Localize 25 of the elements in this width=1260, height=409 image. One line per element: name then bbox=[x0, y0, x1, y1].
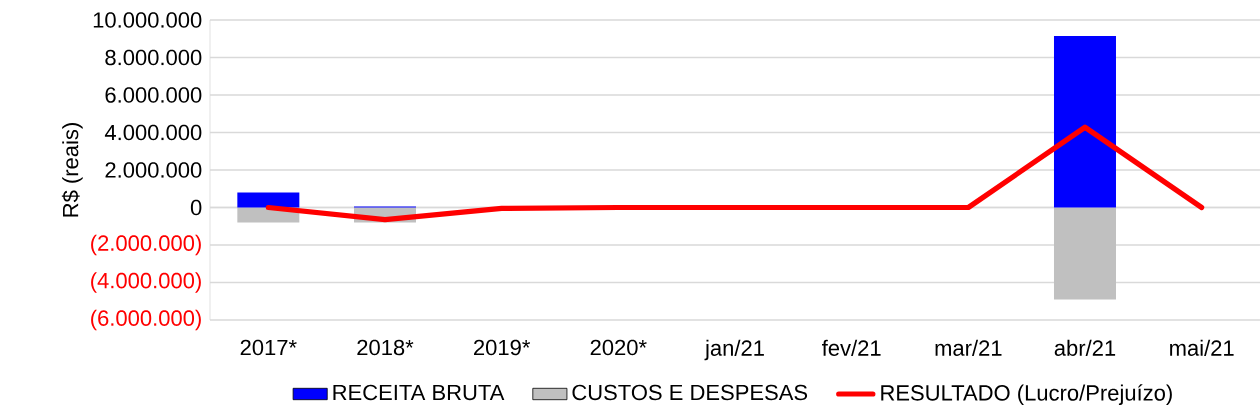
y-axis-title: R$ (reais) bbox=[61, 123, 83, 217]
y-tick-label: 0 bbox=[190, 199, 202, 216]
legend-label: CUSTOS E DESPESAS bbox=[572, 384, 808, 401]
x-tick-label: mar/21 bbox=[935, 339, 1002, 356]
y-tick-label: 10.000.000 bbox=[93, 12, 202, 28]
y-tick-label: 4.000.000 bbox=[104, 124, 202, 141]
legend-label: RESULTADO (Lucro/Prejuízo) bbox=[881, 384, 1172, 405]
x-tick-label: jan/21 bbox=[704, 339, 764, 361]
x-tick-label: fev/21 bbox=[822, 339, 881, 356]
y-tick-label: 2.000.000 bbox=[105, 162, 202, 178]
x-tick-label: 2017* bbox=[240, 339, 297, 356]
y-tick-label: (4.000.000) bbox=[91, 272, 201, 293]
x-tick-label: mai/21 bbox=[1170, 339, 1234, 356]
x-tick-label: 2018* bbox=[357, 339, 414, 356]
x-tick-label: 2020* bbox=[590, 339, 647, 356]
y-tick-label: (2.000.000) bbox=[91, 234, 201, 256]
bar bbox=[1053, 35, 1116, 208]
y-tick-label: (6.000.000) bbox=[91, 309, 201, 331]
y-tick-label: 8.000.000 bbox=[105, 49, 202, 66]
bar bbox=[1053, 207, 1116, 300]
bar bbox=[237, 192, 300, 208]
y-tick-label: 6.000.000 bbox=[105, 87, 202, 103]
x-tick-label: abr/21 bbox=[1054, 339, 1116, 356]
legend-label: RECEITA BRUTA bbox=[333, 384, 505, 401]
x-tick-label: 2019* bbox=[474, 339, 531, 356]
